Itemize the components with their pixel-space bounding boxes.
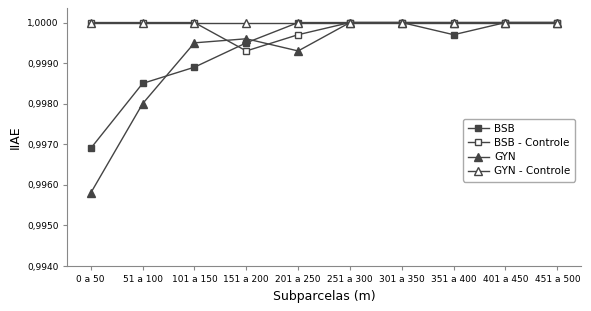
GYN bbox=[191, 41, 198, 45]
Line: BSB: BSB bbox=[87, 19, 561, 152]
GYN - Controle bbox=[554, 21, 561, 24]
BSB bbox=[294, 21, 301, 24]
BSB - Controle bbox=[139, 21, 146, 24]
BSB - Controle bbox=[294, 33, 301, 37]
Line: GYN - Controle: GYN - Controle bbox=[86, 18, 561, 27]
BSB bbox=[398, 21, 405, 24]
BSB - Controle bbox=[243, 49, 250, 53]
GYN - Controle bbox=[191, 21, 198, 24]
GYN - Controle bbox=[346, 21, 353, 24]
GYN - Controle bbox=[398, 21, 405, 24]
GYN bbox=[139, 102, 146, 106]
BSB bbox=[450, 33, 457, 37]
X-axis label: Subparcelas (m): Subparcelas (m) bbox=[272, 290, 375, 303]
BSB - Controle bbox=[191, 21, 198, 24]
BSB bbox=[502, 21, 509, 24]
Y-axis label: IIAE: IIAE bbox=[8, 125, 21, 149]
BSB bbox=[346, 21, 353, 24]
GYN bbox=[502, 21, 509, 24]
BSB bbox=[554, 21, 561, 24]
BSB - Controle bbox=[502, 21, 509, 24]
Line: GYN: GYN bbox=[86, 18, 561, 197]
BSB - Controle bbox=[398, 21, 405, 24]
GYN bbox=[346, 21, 353, 24]
BSB bbox=[139, 81, 146, 85]
GYN bbox=[450, 21, 457, 24]
GYN - Controle bbox=[243, 21, 250, 24]
BSB - Controle bbox=[346, 21, 353, 24]
GYN bbox=[398, 21, 405, 24]
BSB bbox=[87, 146, 95, 150]
GYN - Controle bbox=[87, 21, 95, 24]
BSB - Controle bbox=[87, 21, 95, 24]
BSB - Controle bbox=[450, 21, 457, 24]
BSB bbox=[191, 65, 198, 69]
GYN - Controle bbox=[450, 21, 457, 24]
GYN - Controle bbox=[294, 21, 301, 24]
GYN bbox=[294, 49, 301, 53]
GYN bbox=[87, 191, 95, 195]
BSB bbox=[243, 41, 250, 45]
Line: BSB - Controle: BSB - Controle bbox=[87, 19, 561, 54]
GYN bbox=[243, 37, 250, 41]
Legend: BSB, BSB - Controle, GYN, GYN - Controle: BSB, BSB - Controle, GYN, GYN - Controle bbox=[463, 118, 576, 182]
GYN - Controle bbox=[139, 21, 146, 24]
GYN bbox=[554, 21, 561, 24]
BSB - Controle bbox=[554, 21, 561, 24]
GYN - Controle bbox=[502, 21, 509, 24]
